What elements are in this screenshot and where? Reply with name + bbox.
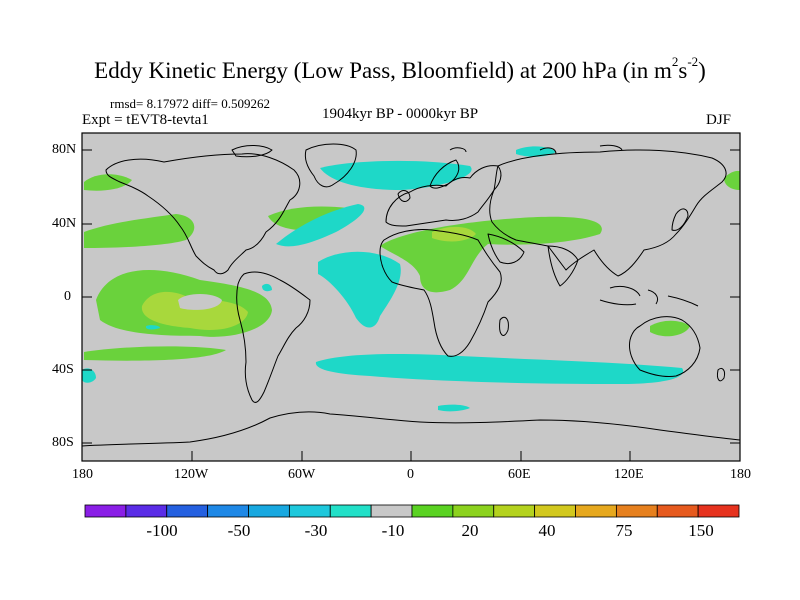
y-tick-label: 40N [52,216,77,231]
africa-coastline [379,229,502,357]
colorbar-swatch [697,504,740,518]
new-zealand-coastline [717,367,725,382]
x-tick-label: 180 [72,467,93,482]
australia-coastline [629,316,701,377]
canadian-islands-coastline [231,145,273,158]
colorbar-label: 40 [538,521,556,540]
negative-anomaly-region [438,404,470,412]
coastlines [82,143,740,447]
colorbar-swatch [288,504,331,518]
colorbar-swatch [248,504,290,518]
colorbar-swatch [615,504,658,518]
x-tick-label: 180 [730,467,751,482]
rmsd-diff-stats: rmsd= 8.17972 diff= 0.509262 [110,96,270,111]
neutral-region [178,294,222,310]
greenland-coastline [304,143,357,188]
colorbar-label: -50 [227,521,251,540]
positive-anomaly-region [84,346,226,361]
period-label: 1904kyr BP - 0000kyr BP [322,106,479,122]
positive-anomaly-region [650,320,690,337]
colorbar-swatch [370,504,413,518]
negative-anomaly-region [276,204,365,247]
colorbar-swatch [411,504,454,518]
colorbar-label: 20 [461,521,479,540]
colorbar-swatch [534,504,576,518]
antarctica-coastline [82,411,740,447]
madagascar-coastline [499,316,509,336]
negative-anomaly-region [82,368,96,383]
negative-anomaly-region [262,283,272,292]
positive-anomaly-region [724,170,740,190]
season-label: DJF [706,112,732,128]
southeast-asia-islands-coastline [599,285,699,307]
south-america-coastline [236,271,311,403]
colorbar-label: -10 [381,521,405,540]
y-tick-label: 0 [64,289,71,304]
colorbar [84,504,740,518]
strong-positive-anomaly-region [432,226,476,242]
x-tick-label: 60E [508,467,531,482]
positive-anomaly-region [84,174,132,191]
colorbar-swatch [656,504,699,518]
x-tick-label: 120W [174,467,209,482]
chart-title: Eddy Kinetic Energy (Low Pass, Bloomfiel… [94,54,706,83]
y-tick-label: 80S [52,435,74,450]
colorbar-swatch [493,504,536,518]
colorbar-label: -100 [146,521,178,540]
colorbar-swatch [207,504,249,518]
colorbar-swatch [575,504,617,518]
colorbar-label: -30 [304,521,328,540]
x-tick-label: 120E [614,467,644,482]
colorbar-swatch [166,504,209,518]
colorbar-label: 150 [688,521,714,540]
arabia-coastline [487,233,525,265]
british-isles-coastline [397,190,411,202]
x-tick-label: 60W [288,467,316,482]
negative-anomaly-region [320,160,472,190]
siberia-islands-coastline [449,144,623,155]
japan-coastline [671,208,689,231]
asia-coastline [489,149,727,277]
anomaly-fields [82,146,740,412]
y-tick-label: 80N [52,142,77,157]
negative-anomaly-region [146,325,160,330]
north-america-coastline [105,153,301,275]
colorbar-swatch [125,504,168,518]
positive-anomaly-region [84,214,195,248]
colorbar-swatch [452,504,495,518]
india-coastline [547,245,579,287]
scandinavia-coastline [429,159,460,189]
tick-marks [82,149,740,461]
colorbar-swatch [84,504,127,518]
experiment-label: Expt = tEVT8-tevta1 [82,112,209,128]
negative-anomaly-region [315,354,684,384]
europe-coastline [385,165,502,227]
colorbar-label: 75 [615,521,633,540]
x-tick-label: 0 [407,467,414,482]
colorbar-swatch [329,504,372,518]
y-tick-label: 40S [52,362,74,377]
negative-anomaly-region [318,251,401,328]
